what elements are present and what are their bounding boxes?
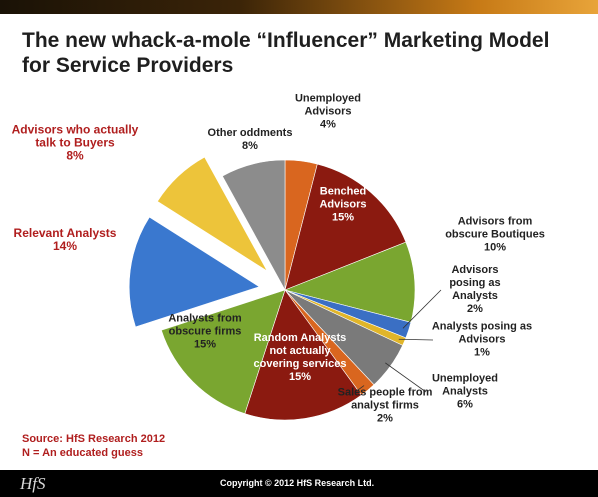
value-label: 14% — [52, 239, 78, 253]
category-name: Advisors posing as Analysts — [449, 264, 501, 302]
slice-label: Unemployed Analysts 6% — [420, 373, 510, 412]
slice-label: Analysts from obscure firms 15% — [155, 313, 255, 352]
pie-chart — [128, 156, 442, 421]
category-name: Sales people from analyst firms — [337, 386, 433, 412]
slice-label: Random Analysts not actually covering se… — [250, 332, 350, 384]
category-name: Unemployed Advisors — [294, 92, 361, 118]
leader-line — [402, 289, 442, 329]
slice-label: Benched Advisors 15% — [303, 186, 383, 225]
value-label: 15% — [288, 371, 312, 383]
pie-slice — [244, 289, 362, 421]
value-label: 8% — [66, 148, 84, 163]
category-name: Advisors who actually talk to Buyers — [11, 122, 139, 150]
category-name: Advisors from obscure Boutiques — [445, 215, 545, 241]
value-label: 2% — [377, 412, 393, 425]
slice-label: Relevant Analysts 14% — [10, 227, 120, 253]
value-label: 6% — [457, 398, 473, 411]
slice-label: Analysts posing as Advisors 1% — [427, 321, 537, 360]
pie-slice — [157, 156, 268, 272]
category-name: Relevant Analysts — [13, 226, 117, 240]
category-name: Analysts from obscure firms — [168, 312, 242, 338]
category-name: Other oddments — [207, 127, 293, 139]
leader-line — [385, 362, 427, 393]
value-label: 1% — [474, 346, 490, 359]
value-label: 4% — [320, 118, 336, 131]
source: Source: HfS Research 2012 N = An educate… — [22, 432, 165, 460]
pie-slice — [284, 163, 407, 291]
source-note: N = An educated guess — [22, 447, 143, 459]
category-name: Analysts posing as Advisors — [431, 320, 533, 346]
footer: HfS Copyright © 2012 HfS Research Ltd. — [0, 470, 598, 497]
slice-label: Advisors posing as Analysts 2% — [435, 264, 515, 316]
slice-label: Advisors from obscure Boutiques 10% — [440, 216, 550, 255]
category-name: Unemployed Analysts — [431, 372, 498, 398]
category-name: Benched Advisors — [319, 185, 367, 211]
slice-label: Advisors who actually talk to Buyers 8% — [10, 122, 140, 163]
top-bar — [0, 0, 598, 14]
logo: HfS — [20, 474, 46, 493]
pie-slice — [284, 241, 416, 323]
leader-line — [398, 338, 434, 341]
pie-slice — [128, 216, 260, 328]
value-label: 8% — [242, 140, 258, 152]
pie-slice — [221, 159, 286, 291]
copyright: Copyright © 2012 HfS Research Ltd. — [220, 478, 375, 488]
slice-label: Sales people from analyst firms 2% — [330, 387, 440, 426]
pie-slice — [160, 289, 286, 415]
category-name: Random Analysts not actually covering se… — [253, 332, 347, 370]
slide-title: The new whack-a-mole “Influencer” Market… — [22, 29, 550, 77]
value-label: 10% — [483, 241, 507, 254]
value-label: 2% — [467, 303, 483, 315]
value-label: 15% — [193, 338, 217, 351]
slice-label: Other oddments 8% — [200, 127, 300, 153]
source-line: Source: HfS Research 2012 — [22, 433, 166, 445]
slice-label: Unemployed Advisors 4% — [283, 93, 373, 132]
value-label: 15% — [331, 211, 355, 224]
